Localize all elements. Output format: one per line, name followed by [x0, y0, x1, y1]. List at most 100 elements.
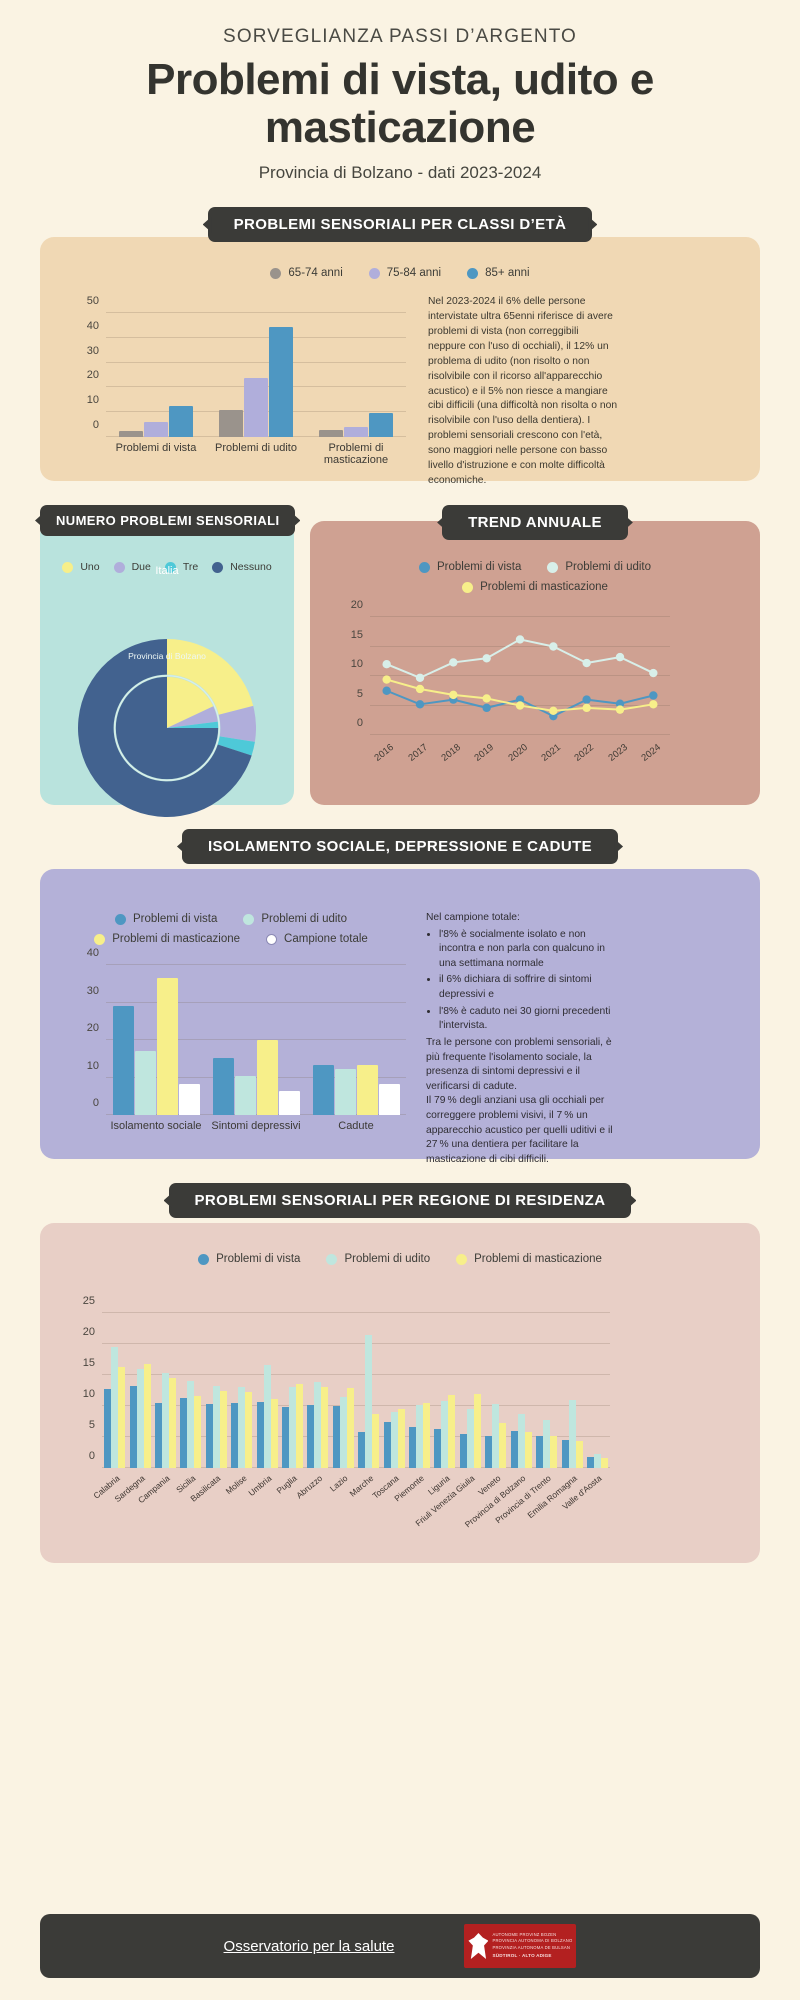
bar	[459, 1433, 467, 1469]
list-item: l'8% è socialmente isolato e non incontr…	[439, 928, 622, 972]
legend-swatch-icon	[164, 561, 176, 573]
bar-groups	[106, 965, 406, 1116]
bar	[187, 1381, 195, 1469]
bar-group	[254, 1313, 279, 1469]
section-number-of-problems: Uno Due Tre Nessuno Italia Provincia di Bol…	[40, 521, 294, 818]
data-point	[582, 695, 591, 704]
chart-by-region: 0 5 10 15 20 25 Calabria Sardegna Campania Sicili…	[83, 1295, 610, 1529]
legend-label: Problemi di masticazione	[112, 933, 241, 946]
section-4-bullet-list: l'8% è socialmente isolato e non incontr…	[439, 928, 622, 1034]
gridline	[106, 336, 406, 338]
legend-swatch-icon	[62, 561, 74, 573]
bar-group	[206, 965, 306, 1116]
bar	[466, 1408, 474, 1469]
bar	[194, 1395, 202, 1469]
gridline	[106, 1039, 406, 1041]
legend-swatch-icon	[113, 561, 125, 573]
bar	[144, 422, 168, 438]
bar	[231, 1402, 239, 1469]
bar	[473, 1393, 481, 1469]
bar-group	[458, 1313, 483, 1469]
gridline	[370, 734, 670, 736]
legend-label: Problemi di vista	[216, 1253, 301, 1266]
bar	[378, 1083, 400, 1116]
crest-line-1: AUTONOME PROVINZ BOZEN	[492, 1932, 557, 1938]
page-subtitle: Provincia di Bolzano - dati 2023-2024	[258, 163, 542, 183]
y-axis-tick: 40	[86, 319, 99, 332]
bar-group	[306, 965, 406, 1116]
x-axis-tick: 2016	[372, 742, 397, 764]
legend-label: Problemi di masticazione	[480, 581, 608, 594]
kicker-text: SORVEGLIANZA PASSI D’ARGENTO	[223, 26, 577, 47]
y-axis-tick: 15	[82, 1357, 95, 1370]
bar	[339, 1396, 347, 1469]
legend-item: Problemi di udito	[243, 913, 347, 925]
legend-label: Problemi di masticazione	[474, 1253, 602, 1266]
bar	[111, 1346, 119, 1469]
bar	[332, 1406, 340, 1469]
data-point	[649, 700, 658, 709]
legend-section-1: 65-74 anni 75-84 anni 85+ anni	[62, 267, 738, 279]
bar	[312, 1065, 334, 1116]
bar	[245, 1391, 253, 1469]
bar	[289, 1387, 297, 1469]
bar-group	[102, 1313, 127, 1469]
observatory-link[interactable]: Osservatorio per la salute	[223, 1937, 395, 1955]
bar-group	[483, 1313, 508, 1469]
bar	[296, 1383, 304, 1469]
x-axis-tick: Problemi di vista	[115, 442, 197, 455]
gridline	[102, 1312, 610, 1314]
bar-group	[153, 1313, 178, 1469]
legend-label: Problemi di udito	[344, 1253, 431, 1266]
bar	[169, 1377, 177, 1469]
donut-separator	[113, 674, 221, 782]
y-axis-tick: 10	[86, 394, 99, 407]
bar	[423, 1402, 431, 1469]
x-axis-tick: 2023	[605, 742, 630, 764]
data-point	[549, 642, 558, 651]
bar	[346, 1388, 354, 1469]
data-point	[482, 654, 491, 663]
bar-group	[206, 313, 306, 438]
bar-groups	[106, 313, 406, 438]
x-axis-tick: Umbria	[246, 1473, 274, 1499]
section-4-text-after: Tra le persone con problemi sensoriali, …	[426, 1036, 613, 1165]
bar	[383, 1422, 391, 1469]
legend-label: Campione totale	[284, 933, 368, 946]
crest-line-4: SÜDTIROL · ALTO ADIGE	[492, 1953, 552, 1958]
data-point	[382, 660, 391, 669]
bar-group	[178, 1313, 203, 1469]
bar	[448, 1394, 456, 1469]
gridline	[106, 1076, 406, 1078]
data-point	[415, 673, 425, 683]
legend-label: 65-74 anni	[288, 267, 343, 280]
legend-label: Problemi di vista	[132, 913, 218, 926]
section-4-badge: ISOLAMENTO SOCIALE, DEPRESSIONE E CADUTE	[181, 829, 619, 865]
bar	[143, 1363, 151, 1469]
data-point	[415, 700, 425, 709]
data-point	[582, 703, 591, 713]
bar-group	[432, 1313, 457, 1469]
bar	[212, 1386, 220, 1469]
y-axis-tick: 10	[86, 1059, 99, 1072]
bar-group	[127, 1313, 152, 1469]
bar	[278, 1090, 300, 1116]
bar-group	[106, 965, 206, 1116]
data-point	[549, 706, 558, 716]
section-1-badge: PROBLEMI SENSORIALI PER CLASSI D’ETÀ	[207, 207, 593, 243]
bar-group	[331, 1313, 356, 1469]
legend-label: Due	[131, 561, 151, 574]
bar	[358, 1432, 366, 1469]
bar	[365, 1335, 373, 1469]
donut-slice	[167, 721, 219, 729]
gridline	[102, 1374, 610, 1376]
legend-item: 85+ anni	[467, 267, 530, 279]
bar-group	[280, 1313, 305, 1469]
bar	[118, 1366, 126, 1469]
eagle-icon	[468, 1933, 489, 1959]
x-axis-tick: Cadute	[338, 1120, 374, 1133]
y-axis-tick: 30	[86, 344, 99, 357]
section-4-intro: Nel campione totale:	[426, 912, 520, 924]
data-point	[482, 703, 491, 713]
gridline	[102, 1436, 610, 1438]
